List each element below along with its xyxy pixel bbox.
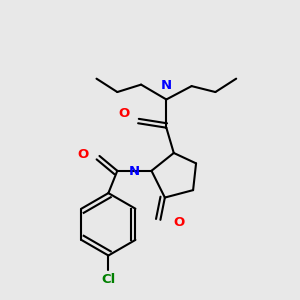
Text: O: O [118,107,129,120]
Text: N: N [129,165,140,178]
Text: N: N [161,79,172,92]
Text: O: O [174,216,185,229]
Text: Cl: Cl [101,273,116,286]
Text: O: O [78,148,89,161]
